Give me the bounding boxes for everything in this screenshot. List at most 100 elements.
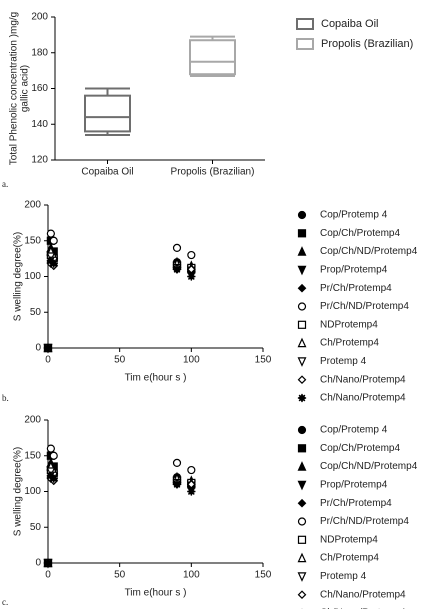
legend-label: NDProtemp4: [320, 534, 378, 545]
legend-marker: [297, 357, 307, 367]
point: [43, 343, 53, 353]
y-tick-label: 0: [35, 558, 41, 569]
legend-label: Pr/Ch/Protemp4: [320, 498, 392, 509]
legend-label: Cop/Protemp 4: [320, 210, 388, 221]
x-tick-label: Propolis (Brazilian): [171, 167, 255, 178]
x-tick-label: 100: [183, 570, 200, 581]
panel-label: b.: [2, 393, 9, 403]
legend-label: NDProtemp4: [320, 319, 378, 330]
y-tick-label: 180: [31, 47, 48, 58]
legend-marker: [297, 302, 307, 311]
legend-marker: [297, 517, 307, 526]
x-tick-label: 100: [183, 355, 200, 366]
legend-label: Ch/Nano/Protemp4: [320, 608, 406, 609]
legend-marker: [297, 461, 307, 471]
point: [187, 272, 196, 281]
legend-marker: [297, 283, 307, 293]
legend-marker: [297, 375, 307, 385]
y-tick-label: 50: [30, 307, 42, 318]
legend-label: Copaiba Oil: [321, 18, 378, 30]
legend-label: Cop/Ch/Protemp4: [320, 443, 400, 454]
legend-label: Prop/Protemp4: [320, 265, 388, 276]
y-axis-label: gallic acid): [20, 65, 31, 112]
legend-marker: [297, 572, 307, 582]
legend-label: Propolis (Brazilian): [321, 38, 413, 50]
legend-marker: [297, 590, 307, 600]
legend-label: Protemp 4: [320, 571, 367, 582]
legend-label: Cop/Ch/ND/Protemp4: [320, 246, 418, 257]
point: [46, 229, 55, 238]
point: [49, 451, 58, 460]
y-tick-label: 120: [31, 155, 48, 166]
y-axis-label: S welling degree(%): [13, 232, 24, 322]
point: [172, 243, 182, 252]
y-tick-label: 0: [35, 343, 41, 354]
point: [187, 487, 196, 496]
legend-marker: [297, 425, 307, 435]
point: [49, 259, 58, 268]
legend-label: Pr/Ch/Protemp4: [320, 283, 392, 294]
panel-label: a.: [2, 179, 8, 189]
y-tick-label: 160: [31, 83, 48, 94]
point: [172, 458, 182, 467]
point: [172, 480, 182, 489]
legend-marker: [297, 320, 307, 329]
y-tick-label: 140: [31, 119, 48, 130]
point: [46, 444, 55, 453]
y-axis-label: Total Phenolic concentration )mg/g: [9, 12, 20, 165]
legend-marker: [297, 498, 307, 508]
x-tick-label: 150: [255, 570, 272, 581]
point: [187, 465, 196, 475]
legend-label: Pr/Ch/ND/Protemp4: [320, 516, 409, 527]
x-tick-label: Copaiba Oil: [81, 167, 133, 178]
x-tick-label: 50: [114, 570, 126, 581]
y-axis-label: S welling degree(%): [13, 447, 24, 537]
legend-marker: [297, 552, 307, 563]
panel-label: c.: [2, 597, 8, 607]
legend-marker: [297, 210, 307, 220]
point: [187, 250, 196, 260]
legend-swatch: [296, 38, 314, 50]
point: [172, 265, 182, 274]
legend-marker: [297, 337, 307, 348]
legend-marker: [297, 480, 307, 491]
y-tick-label: 200: [24, 415, 41, 426]
legend-label: Cop/Protemp 4: [320, 425, 388, 436]
x-axis-label: Tim e(hour s ): [125, 588, 187, 599]
y-tick-label: 200: [24, 200, 41, 211]
box: [84, 94, 131, 133]
y-tick-label: 50: [30, 522, 42, 533]
point: [43, 558, 53, 568]
legend-marker: [297, 229, 307, 238]
x-tick-label: 150: [255, 355, 272, 366]
legend-label: Ch/Protemp4: [320, 553, 379, 564]
legend-label: Pr/Ch/ND/Protemp4: [320, 301, 409, 312]
x-axis-label: Tim e(hour s ): [125, 373, 187, 384]
y-tick-label: 100: [24, 271, 41, 282]
x-tick-label: 0: [45, 355, 51, 366]
y-tick-label: 150: [24, 450, 41, 461]
legend-marker: [297, 393, 307, 403]
x-tick-label: 0: [45, 570, 51, 581]
legend-marker: [297, 444, 307, 453]
x-tick-label: 50: [114, 355, 126, 366]
legend-label: Cop/Ch/ND/Protemp4: [320, 461, 418, 472]
point: [49, 474, 58, 483]
legend-label: Ch/Nano/Protemp4: [320, 374, 406, 385]
legend-label: Ch/Nano/Protemp4: [320, 589, 406, 600]
box: [189, 39, 236, 76]
legend-marker: [297, 535, 307, 544]
legend-label: Ch/Nano/Protemp4: [320, 393, 406, 404]
legend-swatch: [296, 18, 314, 30]
legend-marker: [297, 246, 307, 256]
legend-label: Cop/Ch/Protemp4: [320, 228, 400, 239]
legend-marker: [297, 265, 307, 276]
y-tick-label: 150: [24, 235, 41, 246]
legend-label: Protemp 4: [320, 356, 367, 367]
y-tick-label: 100: [24, 486, 41, 497]
y-tick-label: 200: [31, 12, 48, 23]
legend-label: Ch/Protemp4: [320, 338, 379, 349]
point: [49, 236, 58, 245]
legend-label: Prop/Protemp4: [320, 480, 388, 491]
